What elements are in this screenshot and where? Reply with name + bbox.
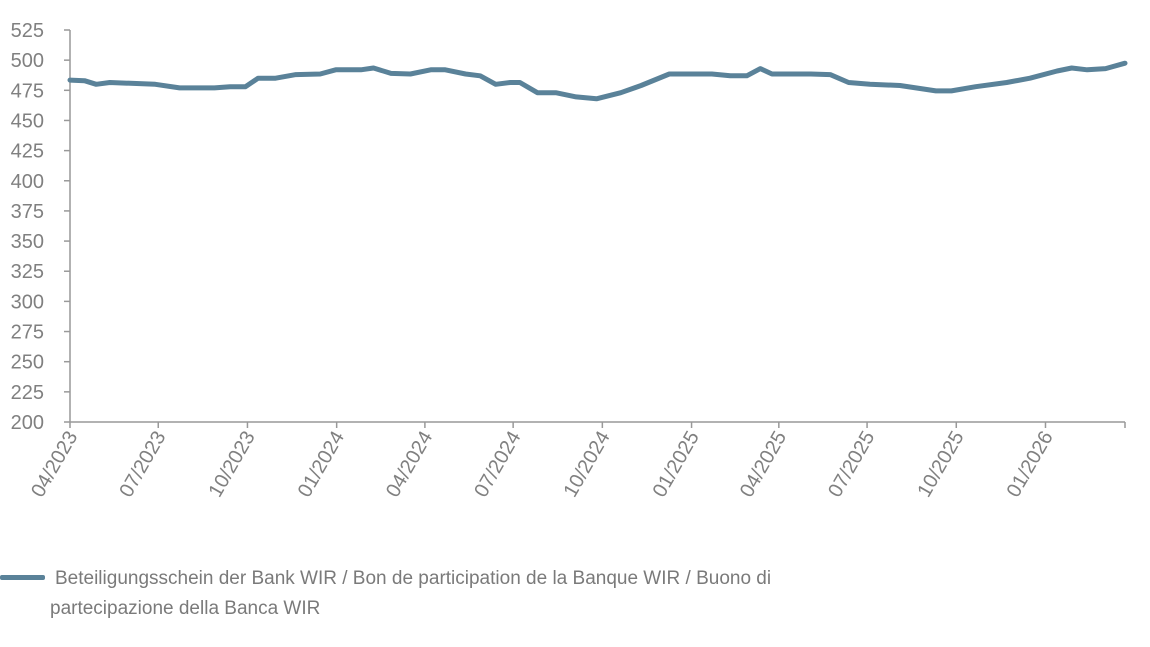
y-tick-label: 250 — [11, 352, 44, 374]
line-chart: 200 225 250 275 300 325 350 375 400 425 450 475 500 5… — [11, 20, 1128, 502]
y-tick-label: 375 — [11, 201, 44, 223]
y-tick-label: 350 — [11, 231, 44, 253]
y-tick-label: 200 — [11, 412, 44, 434]
x-tick-label: 01/2025 — [649, 428, 704, 502]
legend-label: Beteiligungsschein der Bank WIR / Bon de… — [50, 568, 772, 619]
y-tick-label: 450 — [11, 110, 44, 132]
x-tick-label: 07/2023 — [115, 428, 170, 502]
x-tick-label: 10/2025 — [913, 428, 968, 502]
x-tick-label: 04/2024 — [382, 428, 437, 502]
legend-swatch — [0, 575, 45, 580]
y-tick-label: 425 — [11, 141, 44, 163]
x-tick-label: 07/2024 — [470, 428, 525, 502]
y-tick-label: 225 — [11, 382, 44, 404]
x-tick-label: 10/2024 — [559, 428, 614, 502]
y-tick-label: 400 — [11, 171, 44, 193]
y-tick-label: 300 — [11, 291, 44, 313]
y-tick-label: 500 — [11, 50, 44, 72]
x-tick-label: 01/2024 — [294, 428, 349, 502]
x-tick-label: 07/2025 — [824, 428, 879, 502]
y-tick-label: 525 — [11, 20, 44, 42]
x-tick-label: 10/2023 — [205, 428, 260, 502]
x-tick-label: 01/2026 — [1003, 428, 1058, 502]
x-tick-label: 04/2025 — [736, 428, 791, 502]
series-line — [67, 60, 1128, 102]
y-tick-label: 325 — [11, 261, 44, 283]
y-tick-label: 475 — [11, 80, 44, 102]
y-tick-label: 275 — [11, 322, 44, 344]
x-tick-label: 04/2023 — [27, 428, 82, 502]
